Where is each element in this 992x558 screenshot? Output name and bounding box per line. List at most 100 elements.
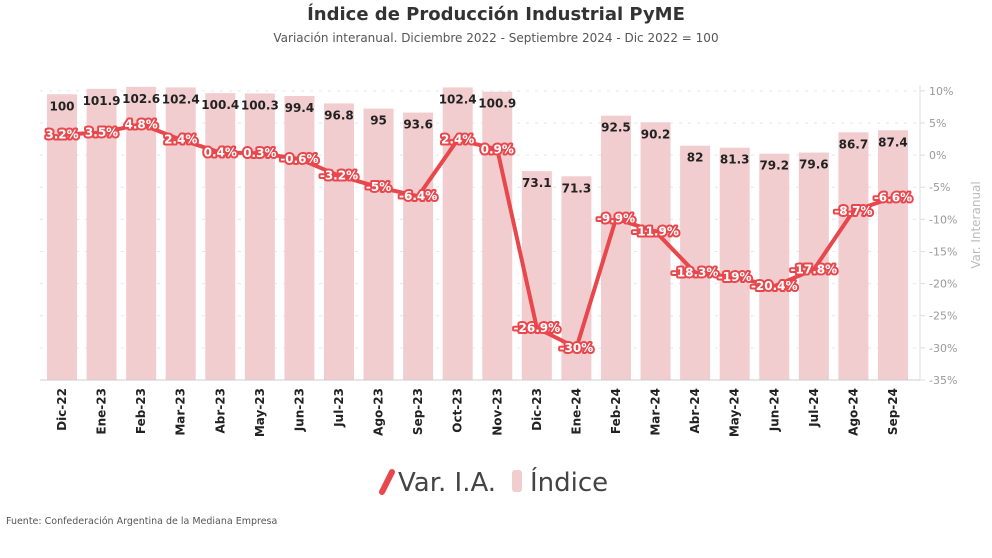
bar-indice: [719, 147, 750, 380]
bar-indice: [284, 96, 315, 380]
x-tick-label: Ene-23: [95, 388, 109, 435]
y-tick-label: -20%: [929, 278, 957, 291]
line-point: [811, 266, 817, 272]
line-data-label: 2.4%: [164, 133, 197, 147]
line-data-label: 4.8%: [124, 117, 157, 131]
x-tick-label: May-24: [728, 388, 742, 437]
bar-data-label: 92.5: [601, 121, 631, 135]
line-data-label: -11.9%: [632, 225, 679, 239]
line-data-label: -9.9%: [597, 212, 635, 226]
x-tick-label: Jul-23: [332, 388, 346, 428]
bar-data-label: 100.9: [478, 97, 516, 111]
line-point: [732, 274, 738, 280]
line-data-label: -17.8%: [791, 262, 838, 276]
bar-data-label: 82: [687, 151, 704, 165]
line-point: [138, 121, 144, 127]
line-point: [890, 195, 896, 201]
legend-bar-icon: [512, 470, 522, 492]
bar-data-label: 102.6: [122, 92, 160, 106]
bar-indice: [482, 91, 513, 380]
source-note: Fuente: Confederación Argentina de la Me…: [6, 516, 278, 527]
bar-indice: [759, 153, 790, 380]
y-tick-label: -30%: [929, 342, 957, 355]
x-tick-label: Abr-24: [688, 388, 702, 433]
line-point: [692, 270, 698, 276]
x-tick-label: Sep-23: [411, 388, 425, 435]
bar-indice: [640, 122, 671, 381]
legend-label-var-ia: Var. I.A.: [398, 468, 496, 498]
bar-data-label: 99.4: [285, 101, 315, 115]
x-tick-label: Jul-24: [807, 388, 821, 428]
y-tick-label: -35%: [929, 374, 957, 387]
x-tick-label: Dic-22: [55, 388, 69, 431]
bar-data-label: 95: [370, 114, 387, 128]
y-tick-label: 5%: [929, 117, 946, 130]
x-tick-label: Ene-24: [569, 388, 583, 435]
line-data-label: -19%: [718, 270, 752, 284]
bar-data-label: 96.8: [324, 108, 354, 122]
line-point: [771, 283, 777, 289]
x-tick-label: Ago-23: [372, 388, 386, 436]
line-point: [336, 173, 342, 179]
bar-data-label: 102.4: [439, 92, 477, 106]
line-point: [613, 216, 619, 222]
line-data-label: -18.3%: [672, 266, 719, 280]
x-tick-label: Sep-24: [886, 388, 900, 435]
y-tick-label: -15%: [929, 245, 957, 258]
x-tick-label: Feb-23: [134, 388, 148, 434]
line-point: [534, 325, 540, 331]
bar-data-label: 87.4: [878, 135, 908, 149]
bar-indice: [126, 86, 157, 380]
line-point: [494, 146, 500, 152]
legend-label-indice: Índice: [530, 466, 608, 498]
line-point: [415, 193, 421, 199]
x-tick-label: Oct-23: [451, 388, 465, 433]
bar-indice: [323, 103, 354, 380]
line-point: [178, 137, 184, 143]
chart-title: Índice de Producción Industrial PyME: [307, 4, 685, 25]
bar-data-label: 93.6: [403, 118, 433, 132]
line-data-label: -26.9%: [514, 321, 561, 335]
bar-data-label: 90.2: [641, 127, 671, 141]
y-axis-title: Var. Interanual: [969, 181, 983, 269]
x-tick-label: Feb-24: [609, 388, 623, 434]
bar-data-label: 100.4: [201, 98, 239, 112]
line-point: [257, 150, 263, 156]
bar-data-label: 102.4: [162, 92, 200, 106]
line-data-label: 0.4%: [204, 146, 237, 160]
bar-data-label: 79.6: [799, 158, 829, 172]
line-data-label: 0.3%: [243, 146, 276, 160]
bar-data-label: 86.7: [839, 137, 869, 151]
y-tick-label: 10%: [929, 85, 953, 98]
bar-data-label: 73.1: [522, 176, 552, 190]
y-tick-label: -5%: [929, 181, 950, 194]
line-point: [376, 184, 382, 190]
line-point: [99, 130, 105, 136]
line-data-label: -6.4%: [399, 189, 437, 203]
line-point: [59, 132, 65, 138]
bar-indice: [442, 87, 473, 380]
bar-data-label: 81.3: [720, 153, 750, 167]
x-tick-label: Nov-23: [490, 388, 504, 436]
bar-data-label: 101.9: [83, 94, 121, 108]
line-data-label: -0.6%: [280, 152, 318, 166]
bar-indice: [86, 88, 117, 380]
bar-indice: [165, 87, 196, 380]
line-var-ia: [61, 122, 894, 350]
line-point: [653, 229, 659, 235]
line-point: [296, 156, 302, 162]
bar-data-label: 100.3: [241, 98, 279, 112]
line-data-label: -20.4%: [751, 279, 798, 293]
bar-data-label: 71.3: [562, 181, 592, 195]
line-point: [850, 208, 856, 214]
legend-line-icon: [379, 469, 395, 495]
line-data-label: 3.2%: [45, 128, 78, 142]
line-point: [573, 345, 579, 351]
line-data-label: -5%: [366, 180, 391, 194]
x-tick-label: Jun-23: [292, 388, 306, 432]
x-tick-label: Ago-24: [846, 388, 860, 436]
y-tick-label: -10%: [929, 213, 957, 226]
bar-indice: [838, 132, 869, 380]
